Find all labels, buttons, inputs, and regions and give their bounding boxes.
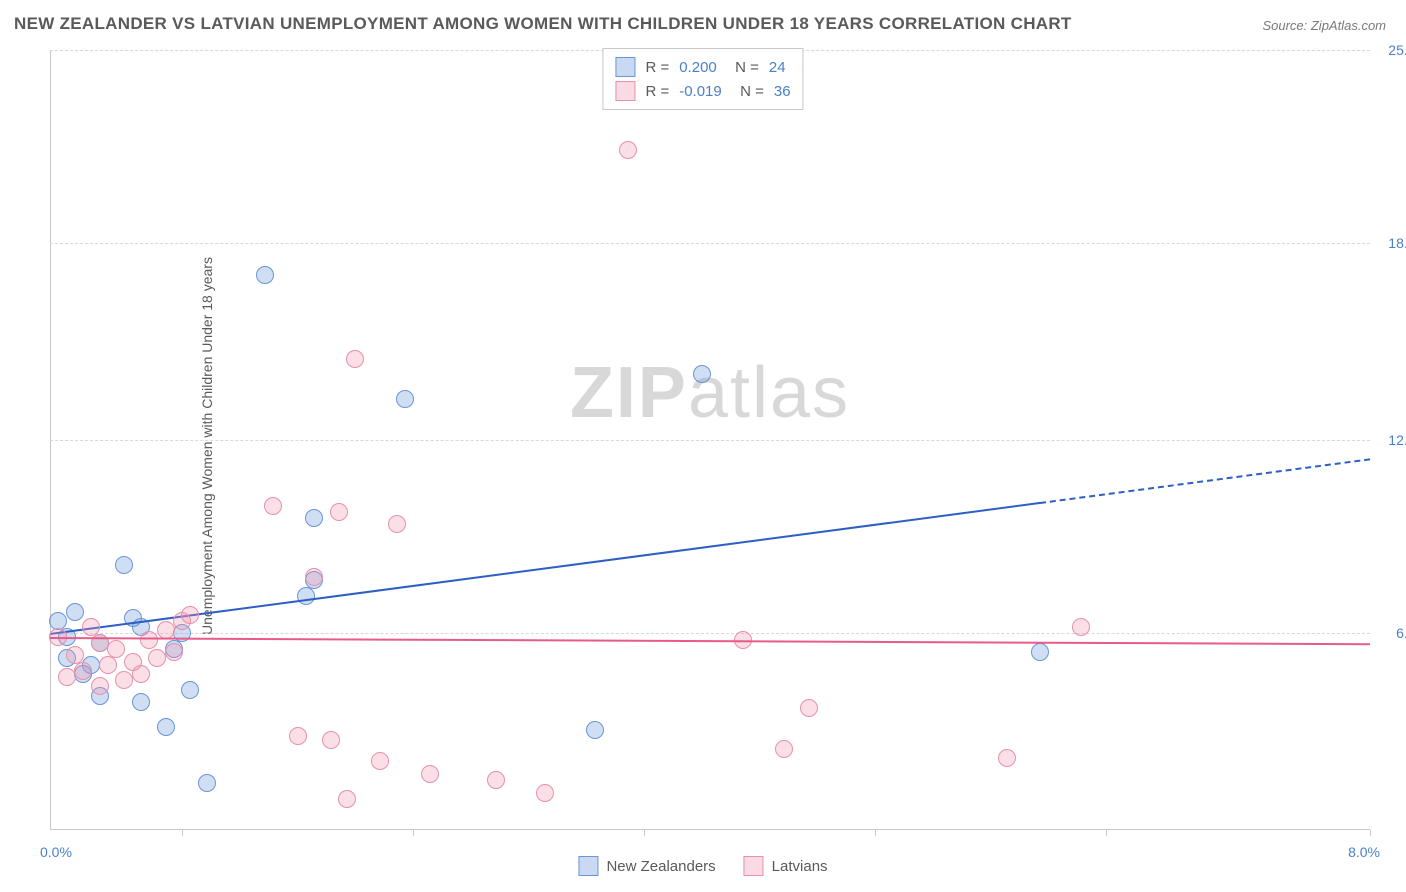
data-point [305, 509, 323, 527]
data-point [264, 497, 282, 515]
lv-swatch-icon [744, 856, 764, 876]
data-point [297, 587, 315, 605]
n-label: N = [732, 83, 764, 100]
data-point [181, 606, 199, 624]
data-point [998, 749, 1016, 767]
y-tick-label: 25.0% [1388, 42, 1406, 58]
data-point [66, 603, 84, 621]
data-point [198, 774, 216, 792]
data-point [396, 390, 414, 408]
r-label: R = [645, 83, 669, 100]
trend-line [50, 637, 1370, 645]
data-point [775, 740, 793, 758]
data-point [157, 718, 175, 736]
watermark: ZIPatlas [570, 352, 850, 434]
data-point [693, 365, 711, 383]
legend-row-lv: R = -0.019 N = 36 [615, 79, 790, 103]
data-point [371, 752, 389, 770]
x-origin-label: 0.0% [40, 844, 72, 860]
scatter-plot: ZIPatlas 0.0% 8.0% 6.3%12.5%18.8%25.0% [50, 50, 1370, 830]
nz-legend-label: New Zealanders [606, 858, 715, 875]
y-tick-label: 18.8% [1388, 235, 1406, 251]
data-point [619, 141, 637, 159]
source-attribution: Source: ZipAtlas.com [1262, 18, 1386, 33]
n-label: N = [727, 59, 759, 76]
legend-row-nz: R = 0.200 N = 24 [615, 55, 790, 79]
data-point [107, 640, 125, 658]
data-point [1031, 643, 1049, 661]
data-point [1072, 618, 1090, 636]
data-point [115, 556, 133, 574]
lv-n-value: 36 [774, 83, 791, 100]
y-tick-label: 6.3% [1396, 625, 1406, 641]
data-point [99, 656, 117, 674]
data-point [346, 350, 364, 368]
legend-item-lv: Latvians [744, 856, 828, 876]
data-point [256, 266, 274, 284]
correlation-legend: R = 0.200 N = 24 R = -0.019 N = 36 [602, 48, 803, 110]
data-point [487, 771, 505, 789]
data-point [338, 790, 356, 808]
watermark-light: atlas [688, 353, 850, 433]
y-tick-label: 12.5% [1388, 432, 1406, 448]
data-point [586, 721, 604, 739]
x-tick [182, 830, 183, 836]
x-axis-line [50, 829, 1370, 830]
data-point [322, 731, 340, 749]
nz-swatch-icon [578, 856, 598, 876]
x-tick [644, 830, 645, 836]
x-tick [875, 830, 876, 836]
data-point [330, 503, 348, 521]
data-point [165, 643, 183, 661]
gridline [50, 633, 1370, 634]
nz-r-value: 0.200 [679, 59, 717, 76]
data-point [58, 668, 76, 686]
gridline [50, 440, 1370, 441]
data-point [421, 765, 439, 783]
gridline [50, 243, 1370, 244]
series-legend: New Zealanders Latvians [578, 856, 827, 876]
data-point [74, 662, 92, 680]
x-max-label: 8.0% [1348, 844, 1380, 860]
data-point [800, 699, 818, 717]
lv-legend-label: Latvians [772, 858, 828, 875]
r-label: R = [645, 59, 669, 76]
watermark-bold: ZIP [570, 353, 688, 433]
data-point [140, 631, 158, 649]
data-point [148, 649, 166, 667]
data-point [132, 693, 150, 711]
lv-r-value: -0.019 [679, 83, 722, 100]
data-point [536, 784, 554, 802]
chart-title: NEW ZEALANDER VS LATVIAN UNEMPLOYMENT AM… [14, 14, 1072, 34]
x-tick [1370, 830, 1371, 836]
data-point [132, 665, 150, 683]
nz-n-value: 24 [769, 59, 786, 76]
legend-item-nz: New Zealanders [578, 856, 715, 876]
data-point [181, 681, 199, 699]
data-point [115, 671, 133, 689]
trend-line-dashed [1040, 459, 1370, 505]
x-tick [1106, 830, 1107, 836]
data-point [305, 568, 323, 586]
x-tick [413, 830, 414, 836]
data-point [388, 515, 406, 533]
lv-swatch-icon [615, 81, 635, 101]
nz-swatch-icon [615, 57, 635, 77]
data-point [91, 677, 109, 695]
data-point [289, 727, 307, 745]
